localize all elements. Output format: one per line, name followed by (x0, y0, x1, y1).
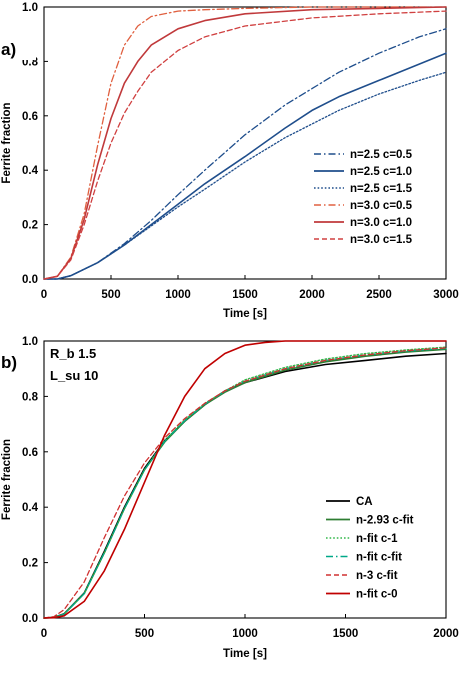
panel-label: b) (1, 353, 17, 372)
y-tick-label: 0.2 (22, 558, 38, 570)
annotation-text: R_b 1.5 (50, 346, 96, 361)
y-tick-label: 0.0 (22, 274, 38, 286)
y-tick-label: 1.0 (22, 2, 38, 14)
panel-label-backing (0, 39, 36, 60)
y-axis-label: Ferrite fraction (1, 102, 13, 183)
legend-entry: n=3.0 c=1.0 (350, 217, 412, 229)
legend-entry: CA (356, 496, 373, 508)
panel-label: a) (1, 40, 16, 59)
legend-entry: n-fit c-1 (356, 533, 398, 545)
legend-entry: n=2.5 c=1.0 (350, 166, 412, 178)
x-tick-label: 500 (135, 628, 154, 640)
series-line-4 (43, 6, 447, 280)
y-tick-label: 0.6 (22, 111, 38, 123)
series-line-4 (43, 347, 447, 619)
y-tick-label: 0.2 (22, 220, 38, 232)
x-tick-label: 0 (41, 289, 47, 301)
legend-entry: n=3.0 c=0.5 (350, 200, 413, 212)
chart-a: 0 500 1000 1500 2000 2500 30000.00.20.40.60.81… (0, 2, 459, 320)
x-tick-label: 1500 (232, 289, 258, 301)
series-line-3 (43, 71, 447, 280)
x-tick-label: 3000 (433, 289, 459, 301)
x-tick-label: 2500 (366, 289, 392, 301)
y-tick-label: 0.4 (22, 502, 39, 514)
legend-entry: n-2.93 c-fit (356, 515, 414, 527)
series-line-5 (43, 347, 447, 619)
y-tick-label: 1.0 (22, 336, 38, 348)
x-axis-label: Time [s] (223, 308, 267, 320)
x-tick-label: 500 (101, 289, 120, 301)
x-tick-label: 0 (41, 628, 47, 640)
series-line-1 (43, 28, 447, 280)
panel-label-backing (0, 352, 36, 373)
annotation-text: L_su 10 (50, 368, 98, 383)
y-tick-label: 0.6 (22, 447, 38, 459)
legend-entry: n=2.5 c=0.5 (350, 149, 413, 161)
x-tick-label: 2000 (433, 628, 459, 640)
y-axis-label: Ferrite fraction (1, 439, 13, 520)
series-line-5 (43, 6, 447, 280)
y-tick-label: 0.0 (22, 613, 38, 625)
legend-entry: n-3 c-fit (356, 570, 398, 582)
x-tick-label: 1000 (165, 289, 191, 301)
series-line-6 (43, 10, 447, 280)
series-line-6 (43, 340, 447, 619)
x-tick-label: 1500 (333, 628, 359, 640)
legend-entry: n=3.0 c=1.5 (350, 234, 413, 246)
legend-entry: n-fit c-fit (356, 552, 402, 564)
chart-b: 0 500 1000 1500 2000 0.0 0.2 0.4 0.6 0.8 1.0 Time [… (0, 336, 459, 660)
y-tick-label: 0.4 (22, 165, 39, 177)
x-tick-label: 1000 (232, 628, 258, 640)
x-axis-label: Time [s] (223, 648, 267, 660)
x-tick-label: 2000 (299, 289, 325, 301)
y-tick-label: 0.8 (22, 391, 39, 403)
legend-entry: n=2.5 c=1.5 (350, 183, 413, 195)
legend-entry: n-fit c-0 (356, 589, 398, 601)
